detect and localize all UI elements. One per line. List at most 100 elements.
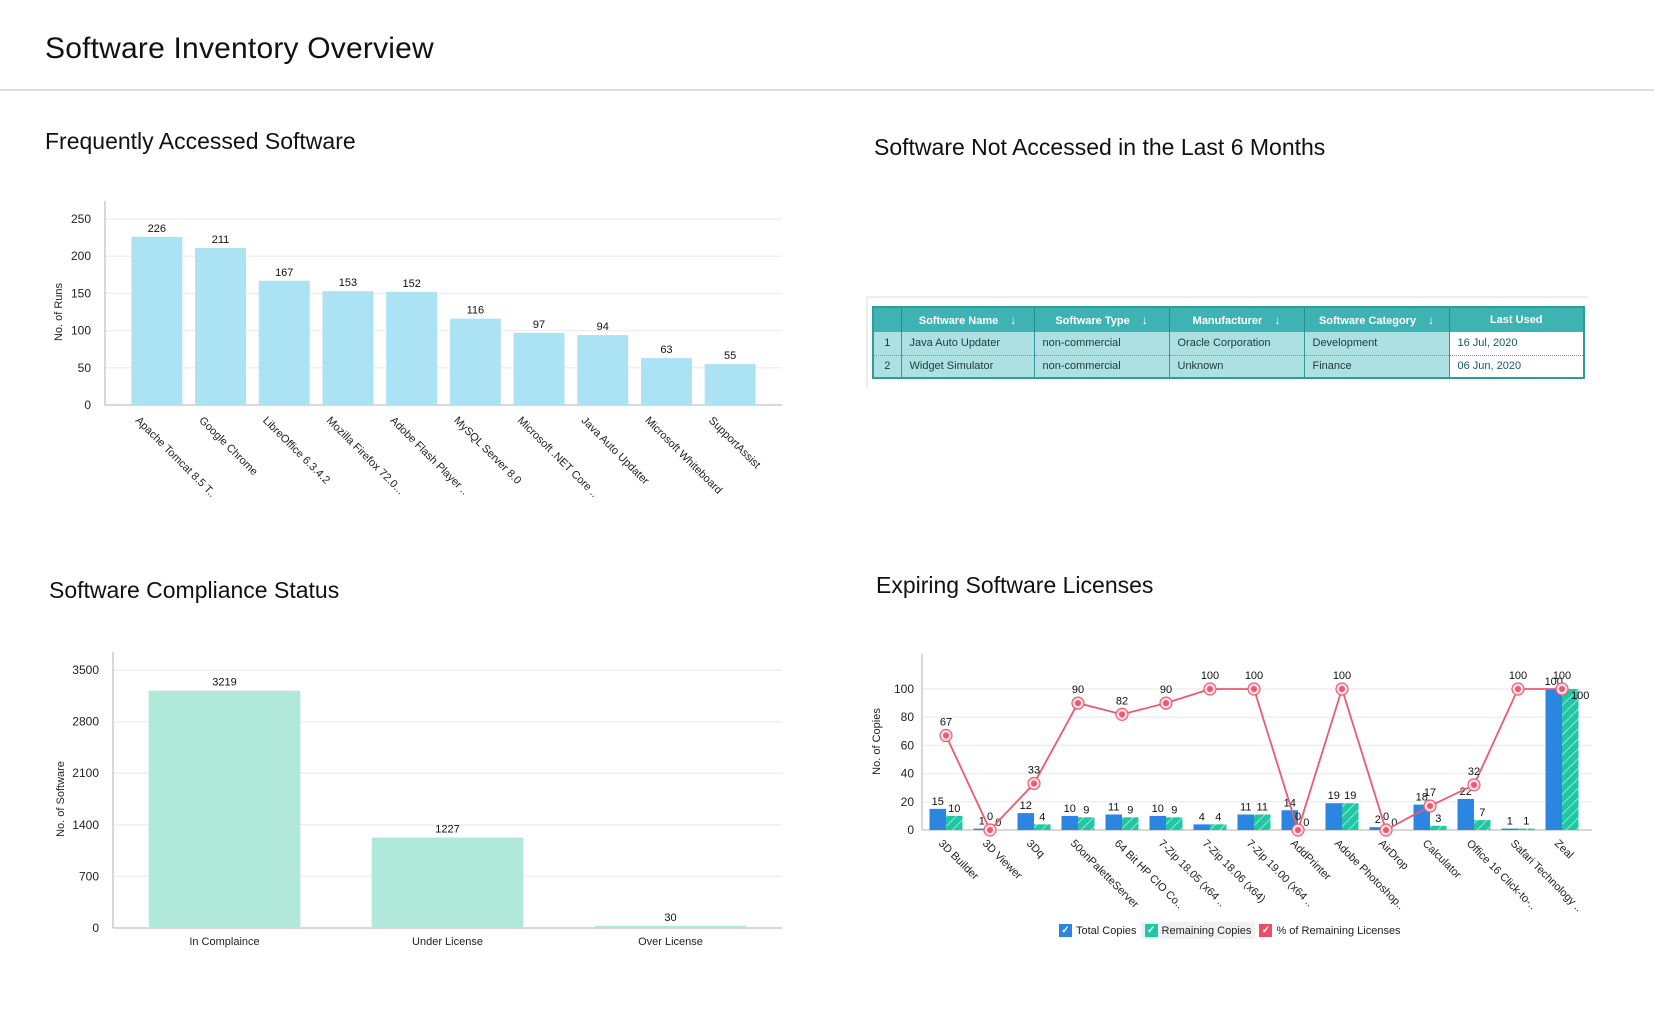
pct-point	[1031, 780, 1037, 787]
data-label-remaining: 100	[1571, 690, 1589, 702]
sort-arrow-icon[interactable]: ↓	[1428, 313, 1435, 327]
data-label-remaining: 0	[1303, 817, 1309, 829]
bar-remaining-copies	[1122, 817, 1139, 830]
column-header-last-used[interactable]: Last Used	[1449, 307, 1585, 332]
table-row[interactable]: 2 Widget Simulator non-commercial Unknow…	[873, 355, 1585, 379]
x-tick-label: 3D Builder	[936, 838, 981, 883]
bar	[148, 690, 301, 928]
data-label-total: 4	[1199, 811, 1205, 823]
data-label-pct: 100	[1201, 670, 1219, 682]
y-tick-label: 100	[894, 682, 914, 696]
data-label-remaining: 19	[1344, 790, 1356, 802]
sort-arrow-icon[interactable]: ↓	[1141, 313, 1148, 327]
data-label-remaining: 0	[1391, 817, 1397, 829]
data-label-pct: 100	[1245, 670, 1263, 682]
cell-software-name: Widget Simulator	[901, 355, 1035, 379]
pct-point	[1119, 711, 1125, 718]
pct-point	[1471, 781, 1477, 788]
data-label: 116	[467, 305, 485, 317]
table-header-row: Software Name ↓ Software Type ↓ Manufactur…	[873, 307, 1585, 332]
cell-software-type: non-commercial	[1034, 355, 1170, 379]
table-row[interactable]: 1 Java Auto Updater non-commercial Oracl…	[873, 332, 1585, 356]
not-accessed-section-title: Software Not Accessed in the Last 6 Mont…	[874, 134, 1326, 160]
sort-arrow-icon[interactable]: ↓	[1010, 313, 1017, 327]
cell-last-used: 06 Jun, 2020	[1449, 355, 1585, 379]
column-header-software-type[interactable]: Software Type ↓	[1034, 307, 1170, 332]
bar	[704, 364, 756, 405]
pct-point	[1515, 686, 1521, 692]
pct-point	[1251, 686, 1257, 692]
checkbox-icon[interactable]: ✓	[1059, 924, 1072, 937]
cell-software-category: Development	[1304, 332, 1450, 356]
x-tick-label: 3D Viewer	[980, 838, 1024, 882]
cell-last-used: 16 Jul, 2020	[1449, 332, 1585, 356]
column-header-manufacturer[interactable]: Manufacturer ↓	[1169, 307, 1305, 332]
data-label-total: 15	[932, 796, 944, 808]
data-label: 97	[533, 319, 545, 331]
x-tick-label: AddPrinter	[1288, 838, 1333, 883]
pct-point	[1163, 700, 1169, 707]
y-tick-label: 0	[907, 823, 914, 837]
pct-point	[1075, 700, 1081, 707]
data-label-pct: 17	[1424, 787, 1436, 799]
expiring-chart-legend: ✓ Total Copies ✓ Remaining Copies ✓ % of…	[1055, 922, 1405, 939]
bar-remaining-copies	[1430, 825, 1447, 830]
y-tick-label: 80	[901, 710, 915, 724]
data-label-remaining: 4	[1039, 811, 1045, 823]
data-label-remaining: 9	[1171, 804, 1177, 816]
data-label-remaining: 3	[1435, 813, 1441, 825]
bar	[195, 248, 247, 405]
data-label-pct: 90	[1072, 684, 1084, 696]
bar-total-copies	[1369, 827, 1386, 830]
data-label: 1227	[435, 824, 459, 836]
legend-label: Total Copies	[1076, 924, 1137, 937]
data-label: 226	[148, 223, 166, 235]
bar	[594, 925, 747, 928]
bar	[513, 332, 565, 405]
checkbox-icon[interactable]: ✓	[1259, 924, 1273, 937]
bar-total-copies	[973, 828, 990, 830]
x-tick-label: Under License	[412, 936, 483, 948]
bar-total-copies	[1149, 815, 1166, 830]
data-label-pct: 67	[940, 717, 952, 729]
pct-point	[1427, 803, 1433, 810]
x-tick-label: AirDrop	[1376, 838, 1411, 873]
legend-item-total-copies[interactable]: ✓ Total Copies	[1055, 922, 1141, 939]
data-label-remaining: 9	[1083, 804, 1089, 816]
data-label: 211	[212, 234, 230, 246]
legend-item-remaining-licenses-pct[interactable]: ✓ % of Remaining Licenses	[1255, 922, 1404, 939]
not-accessed-table-container: Software Name ↓ Software Type ↓ Manufactur…	[866, 296, 1588, 388]
bar	[640, 358, 692, 405]
column-header-software-name[interactable]: Software Name ↓	[901, 307, 1035, 332]
row-index: 2	[873, 355, 902, 379]
pct-point	[1559, 686, 1565, 692]
y-tick-label: 50	[78, 361, 92, 375]
y-axis-title: No. of Software	[55, 761, 67, 837]
y-tick-label: 2100	[72, 766, 99, 780]
page-header: Software Inventory Overview	[0, 0, 1654, 91]
checkbox-icon[interactable]: ✓	[1144, 924, 1158, 937]
data-label-total: 10	[1064, 803, 1076, 815]
bar-total-copies	[1017, 813, 1034, 830]
y-tick-label: 700	[79, 869, 99, 883]
expiring-section-title: Expiring Software Licenses	[876, 572, 1154, 598]
sort-arrow-icon[interactable]: ↓	[1274, 313, 1281, 327]
y-axis-title: No. of Copies	[871, 708, 883, 775]
legend-item-remaining-copies[interactable]: ✓ Remaining Copies	[1140, 922, 1256, 939]
data-label-total: 22	[1460, 786, 1472, 798]
bar-remaining-copies	[1562, 689, 1579, 830]
data-label: 55	[724, 350, 736, 362]
bar-total-copies	[1105, 814, 1122, 830]
bar	[449, 318, 501, 405]
y-tick-label: 1400	[72, 818, 99, 832]
legend-label: % of Remaining Licenses	[1276, 924, 1401, 937]
column-header-software-category[interactable]: Software Category ↓	[1304, 307, 1450, 332]
data-label-remaining: 11	[1257, 801, 1268, 813]
data-label-total: 12	[1020, 800, 1032, 812]
x-tick-label: In Complaince	[189, 936, 259, 948]
data-label-pct: 0	[1383, 811, 1389, 823]
data-label-total: 18	[1416, 792, 1428, 804]
data-label-total: 11	[1108, 801, 1119, 813]
pct-point	[1295, 827, 1301, 833]
